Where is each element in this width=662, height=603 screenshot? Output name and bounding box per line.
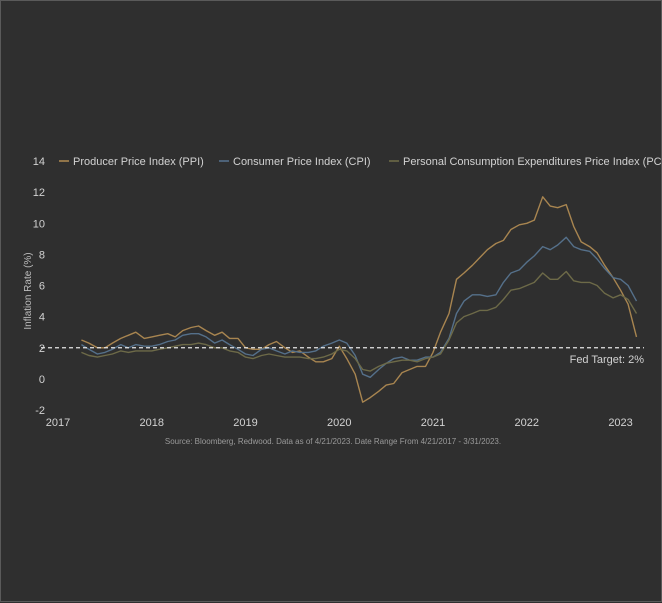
fed-target-label: Fed Target: 2% bbox=[570, 354, 645, 366]
series-lines bbox=[81, 196, 638, 403]
y-axis-ticks: -2 0 2 4 6 8 10 12 14 bbox=[33, 156, 45, 417]
source-note: Source: Bloomberg, Redwood. Data as of 4… bbox=[165, 437, 501, 446]
legend-label-cpi: Consumer Price Index (CPI) bbox=[233, 156, 371, 168]
legend: Producer Price Index (PPI) Consumer Price… bbox=[59, 156, 662, 168]
x-tick-label: 2019 bbox=[233, 417, 257, 429]
x-axis-ticks: 2017 2018 2019 2020 2021 2022 2023 bbox=[46, 417, 633, 429]
y-tick-label: 2 bbox=[39, 343, 45, 355]
series-line-pce bbox=[81, 270, 638, 372]
x-tick-label: 2017 bbox=[46, 417, 70, 429]
y-tick-label: 10 bbox=[33, 218, 45, 230]
y-tick-label: 4 bbox=[39, 312, 45, 324]
fed-target-reference: Fed Target: 2% bbox=[41, 347, 645, 366]
x-tick-label: 2022 bbox=[515, 417, 539, 429]
x-tick-label: 2018 bbox=[140, 417, 164, 429]
y-tick-label: 14 bbox=[33, 156, 45, 168]
series-line-ppi bbox=[81, 196, 638, 403]
legend-label-ppi: Producer Price Index (PPI) bbox=[73, 156, 204, 168]
y-tick-label: 0 bbox=[39, 374, 45, 386]
series-line-cpi bbox=[81, 236, 638, 378]
y-axis-label: Inflation Rate (%) bbox=[23, 252, 34, 329]
y-tick-label: 6 bbox=[39, 281, 45, 293]
y-tick-label: 8 bbox=[39, 249, 45, 261]
x-tick-label: 2023 bbox=[608, 417, 632, 429]
y-tick-label: 12 bbox=[33, 187, 45, 199]
x-tick-label: 2020 bbox=[327, 417, 351, 429]
legend-label-pce: Personal Consumption Expenditures Price … bbox=[403, 156, 662, 168]
x-tick-label: 2021 bbox=[421, 417, 445, 429]
y-tick-label: -2 bbox=[35, 405, 45, 417]
